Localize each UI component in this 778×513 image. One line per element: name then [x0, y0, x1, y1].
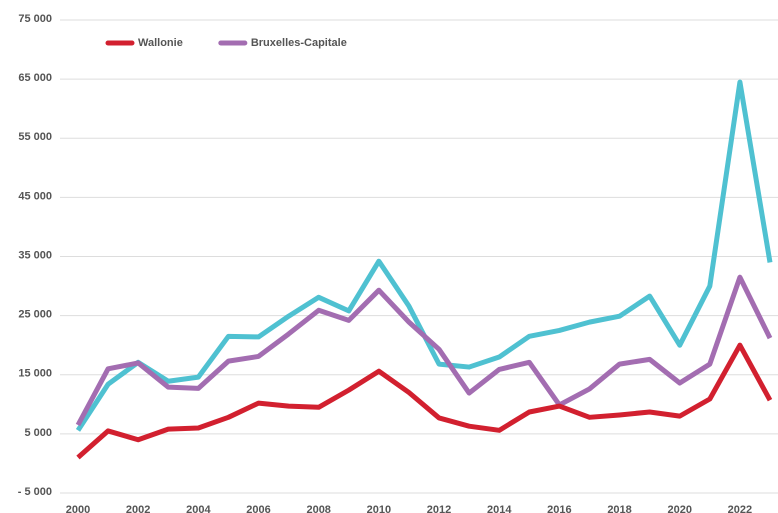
series-line [76, 342, 773, 460]
y-tick-label: 75 000 [18, 13, 52, 25]
series-line [75, 274, 773, 427]
y-tick-label: 25 000 [18, 309, 52, 321]
y-tick-label: 5 000 [24, 427, 52, 439]
x-tick-label: 2002 [126, 504, 150, 513]
x-tick-label: 2004 [186, 504, 211, 513]
x-tick-label: 2016 [547, 504, 571, 513]
y-tick-label: 35 000 [18, 249, 52, 261]
x-tick-label: 2012 [427, 504, 451, 513]
y-tick-label: - 5 000 [18, 486, 52, 498]
y-tick-label: 45 000 [18, 190, 52, 202]
legend-label: Wallonie [138, 37, 183, 49]
x-tick-label: 2008 [306, 504, 330, 513]
x-tick-label: 2022 [728, 504, 752, 513]
x-tick-label: 2010 [367, 504, 391, 513]
y-tick-label: 55 000 [18, 131, 52, 143]
x-tick-label: 2014 [487, 504, 512, 513]
legend-label: Bruxelles-Capitale [251, 37, 347, 49]
x-tick-label: 2020 [667, 504, 691, 513]
x-tick-label: 2018 [607, 504, 631, 513]
y-tick-label: 65 000 [18, 72, 52, 84]
x-tick-label: 2000 [66, 504, 90, 513]
x-tick-label: 2006 [246, 504, 270, 513]
y-tick-label: 15 000 [18, 368, 52, 380]
